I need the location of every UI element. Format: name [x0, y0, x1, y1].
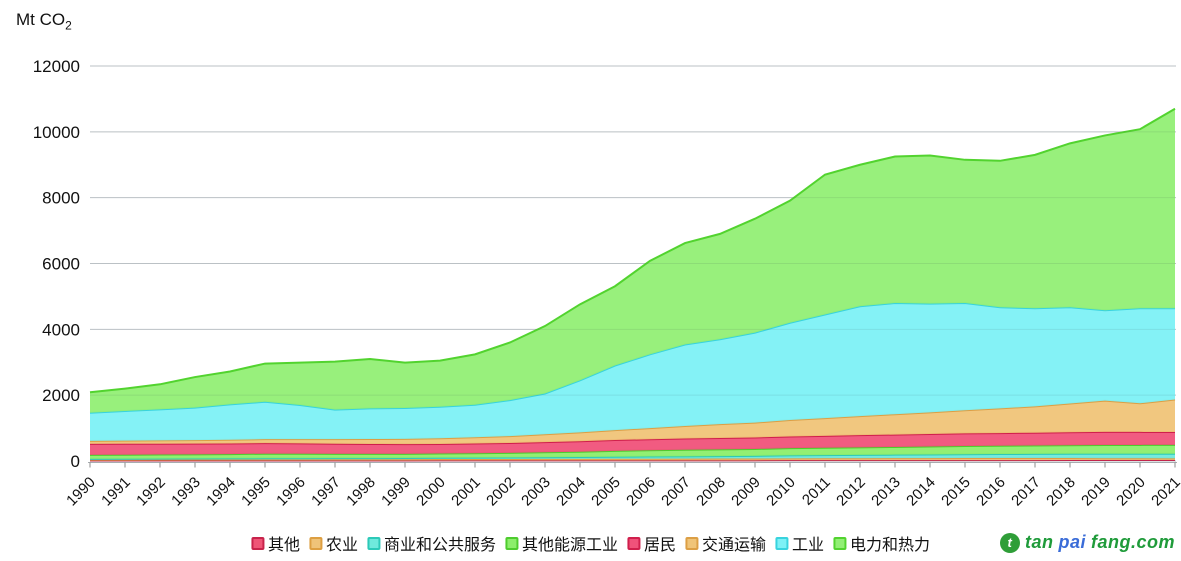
x-tick-label: 1997	[308, 474, 344, 510]
x-tick-label: 1990	[63, 474, 99, 510]
x-tick-label: 1999	[378, 474, 414, 510]
x-tick-label: 2002	[483, 474, 519, 510]
legend-item-residential: 居民	[627, 531, 676, 555]
legend-swatch-other	[250, 536, 264, 550]
legend-item-commercial-public-services: 商业和公共服务	[366, 531, 496, 555]
legend-label-residential: 居民	[644, 537, 677, 554]
x-tick-label: 2010	[763, 474, 799, 510]
legend-item-other: 其他	[250, 531, 300, 555]
legend-item-electricity-heat: 电力和热力	[833, 531, 930, 555]
x-tick-label: 2020	[1113, 474, 1149, 510]
legend-label-agriculture: 农业	[325, 537, 358, 554]
legend-swatch-commercial-public-services	[366, 536, 380, 550]
watermark-text-2: pai	[1058, 532, 1086, 552]
x-tick-label: 2012	[833, 474, 869, 510]
x-tick-label: 2018	[1043, 474, 1079, 510]
legend-swatch-industry	[775, 536, 789, 550]
x-tick-label: 2000	[413, 474, 449, 510]
x-tick-label: 2007	[658, 474, 694, 510]
legend-item-industry: 工业	[775, 531, 824, 555]
x-tick-label: 2009	[728, 474, 764, 510]
legend-label-other-energy-industries: 其他能源工业	[521, 537, 618, 554]
x-tick-label: 2013	[868, 474, 904, 510]
watermark-text-3: fang.com	[1090, 532, 1175, 552]
x-tick-label: 2015	[938, 474, 974, 510]
legend-swatch-other-energy-industries	[504, 536, 518, 550]
x-tick-label: 2003	[518, 474, 554, 510]
area-band-residential	[90, 431, 1175, 455]
x-tick-label: 1992	[133, 474, 169, 510]
legend-swatch-electricity-heat	[833, 536, 847, 550]
legend-swatch-residential	[627, 536, 640, 550]
x-tick-label: 2001	[448, 474, 484, 510]
legend-item-other-energy-industries: 其他能源工业	[504, 531, 618, 555]
x-tick-label: 1998	[343, 474, 379, 510]
legend-item-agriculture: 农业	[308, 531, 358, 555]
x-tick-label: 2005	[588, 474, 624, 510]
x-tick-label: 2016	[973, 474, 1009, 510]
area-band-other-energy-industries	[90, 444, 1175, 459]
legend-label-industry: 工业	[792, 537, 825, 554]
tanpaifang-logo-icon: t	[999, 532, 1020, 553]
legend-label-electricity-heat: 电力和热力	[850, 537, 931, 554]
legend-label-other: 其他	[267, 537, 300, 554]
legend-swatch-transport	[685, 536, 699, 550]
y-tick-label: 12000	[33, 57, 80, 76]
x-tick-label: 1991	[98, 474, 134, 510]
x-tick-label: 1993	[168, 474, 204, 510]
x-tick-label: 2006	[623, 474, 659, 510]
legend-swatch-agriculture	[308, 536, 322, 550]
legend-label-transport: 交通运输	[702, 537, 767, 554]
legend-item-transport: 交通运输	[685, 531, 766, 555]
watermark-text-1: tan	[1024, 532, 1054, 552]
area-band-industry	[90, 303, 1175, 441]
y-axis-unit-label: Mt CO2	[16, 10, 72, 33]
y-tick-label: 6000	[42, 255, 80, 274]
area-band-transport	[90, 399, 1175, 445]
y-tick-label: 2000	[42, 386, 80, 405]
x-tick-label: 1994	[203, 474, 239, 510]
y-tick-label: 0	[71, 452, 80, 471]
x-tick-label: 2008	[693, 474, 729, 510]
x-tick-label: 2014	[903, 474, 939, 510]
y-tick-label: 10000	[33, 123, 80, 142]
x-tick-label: 2021	[1148, 474, 1181, 510]
chart-legend: 其他 农业 商业和公共服务 其他能源工业 居民 交通运输 工业 电力和热力	[250, 531, 930, 555]
y-tick-label: 8000	[42, 189, 80, 208]
y-tick-label: 4000	[42, 320, 80, 339]
x-tick-label: 2017	[1008, 474, 1044, 510]
x-tick-label: 1995	[238, 474, 274, 510]
x-tick-label: 2004	[553, 474, 589, 510]
x-tick-label: 1996	[273, 474, 309, 510]
legend-label-commercial-public-services: 商业和公共服务	[383, 537, 496, 554]
watermark: t tan pai fang.com	[999, 532, 1175, 553]
area-edge-electricity-heat	[89, 107, 1176, 394]
area-band-electricity-heat	[90, 108, 1175, 413]
x-tick-label: 2011	[799, 474, 834, 509]
x-tick-label: 2019	[1078, 474, 1114, 510]
